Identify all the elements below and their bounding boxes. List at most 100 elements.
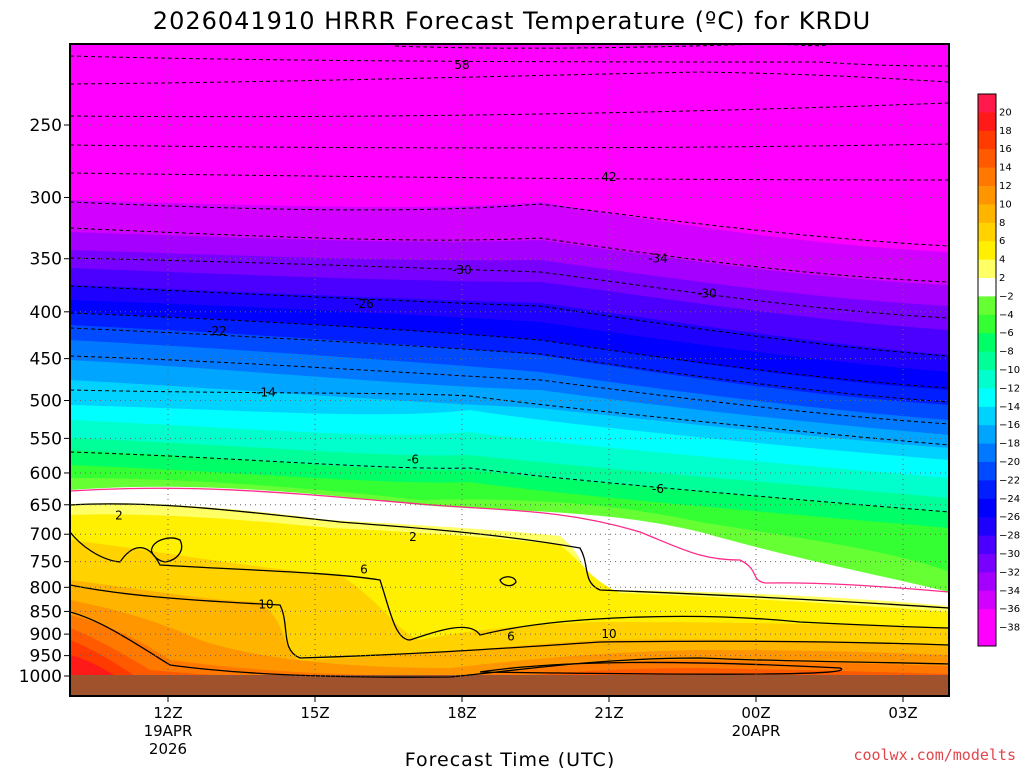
- x-tick-label-0: 12Z: [153, 704, 182, 722]
- colorbar: 20 18 16 14 12 10 8 6 4 2 −2 −4 −6 −8 −10 −12 −14 −16 −18 −…: [977, 93, 1020, 647]
- colorbar-label-2: 16: [999, 144, 1012, 155]
- colorbar-label-1: 18: [999, 126, 1012, 137]
- contour-label-10: 2: [115, 509, 123, 523]
- colorbar-label-15: −12: [999, 383, 1020, 394]
- freezing-contour: [70, 487, 949, 593]
- svg-text:2: 2: [115, 509, 123, 523]
- contour-label-8: -6: [407, 452, 419, 466]
- x-tick-label-3: 21Z: [594, 704, 623, 722]
- colorbar-label-4: 12: [999, 181, 1012, 192]
- svg-text:10: 10: [601, 627, 616, 641]
- y-tick-label-650: 650: [30, 496, 62, 516]
- colorbar-swatch-12: [978, 314, 996, 334]
- contour-label-5: -26: [354, 297, 374, 311]
- contour-label-6: -22: [207, 324, 227, 338]
- y-tick-label-250: 250: [30, 116, 62, 136]
- colorbar-swatch-14: [978, 351, 996, 371]
- x-tick-date-0: 19APR: [144, 722, 193, 740]
- y-tick-label-950: 950: [30, 647, 62, 667]
- colorbar-label-20: −22: [999, 475, 1020, 486]
- svg-text:42: 42: [601, 170, 616, 184]
- colorbar-label-17: −16: [999, 420, 1020, 431]
- colorbar-label-18: −18: [999, 439, 1020, 450]
- colorbar-label-28: −38: [999, 623, 1020, 634]
- colorbar-swatch-21: [978, 480, 996, 500]
- temperature-field: 58 42 -34 -30 -30 -26 -22 -14 -6 -6 2 2 6 10 6 10: [70, 44, 949, 696]
- colorbar-swatch-15: [978, 370, 996, 389]
- contour-label-7: -14: [256, 385, 276, 399]
- colorbar-label-0: 20: [999, 107, 1012, 118]
- colorbar-label-10: −2: [999, 291, 1014, 302]
- colorbar-swatch-17: [978, 406, 996, 426]
- colorbar-label-27: −36: [999, 604, 1020, 615]
- plot-frame: [69, 43, 950, 697]
- y-tick-label-450: 450: [30, 350, 62, 370]
- colorbar-label-5: 10: [999, 199, 1012, 210]
- colorbar-label-13: −8: [999, 347, 1014, 358]
- x-tick-label-5: 03Z: [888, 704, 917, 722]
- svg-text:6: 6: [507, 629, 515, 643]
- colorbar-swatch-0: [978, 94, 996, 113]
- colorbar-label-9: 2: [999, 273, 1005, 284]
- y-tick-label-850: 850: [30, 602, 62, 622]
- contour-label-1: 42: [601, 170, 616, 184]
- colorbar-label-11: −4: [999, 310, 1014, 321]
- dashed-contours: [70, 44, 949, 513]
- colorbar-label-3: 14: [999, 163, 1012, 174]
- svg-text:6: 6: [360, 563, 368, 577]
- colorbar-label-26: −34: [999, 586, 1020, 597]
- colorbar-label-22: −26: [999, 512, 1020, 523]
- colorbar-label-8: 4: [999, 255, 1005, 266]
- x-tick-label-1: 15Z: [300, 704, 329, 722]
- x-tick-label-2: 18Z: [447, 704, 476, 722]
- colorbar-label-21: −24: [999, 494, 1020, 505]
- svg-text:-22: -22: [207, 324, 227, 338]
- svg-text:-6: -6: [652, 482, 664, 496]
- colorbar-label-19: −20: [999, 457, 1020, 468]
- svg-text:2: 2: [409, 530, 417, 544]
- contour-label-9: -6: [652, 482, 664, 496]
- contour-label-12: 6: [360, 563, 368, 577]
- colorbar-swatch-7: [978, 222, 996, 242]
- colorbar-label-12: −6: [999, 328, 1014, 339]
- colorbar-swatch-19: [978, 443, 996, 463]
- colorbar-swatch-8: [978, 241, 996, 261]
- y-tick-label-700: 700: [30, 525, 62, 545]
- y-tick-label-300: 300: [30, 188, 62, 208]
- colorbar-swatch-25: [978, 554, 996, 573]
- colorbar-label-16: −14: [999, 402, 1020, 413]
- colorbar-swatch-3: [978, 149, 996, 169]
- svg-text:-30: -30: [697, 287, 717, 301]
- colorbar-swatch-20: [978, 462, 996, 481]
- y-tick-label-1000: 1000: [19, 667, 62, 687]
- contour-label-2: -34: [648, 252, 668, 266]
- x-tick-label-4: 00Z: [741, 704, 770, 722]
- svg-text:-26: -26: [354, 297, 374, 311]
- x-tick-year-0: 2026: [149, 740, 187, 758]
- colorbar-label-6: 8: [999, 218, 1005, 229]
- colorbar-label-7: 6: [999, 236, 1005, 247]
- colorbar-swatch-28: [978, 609, 996, 629]
- colorbar-frame: [977, 93, 997, 647]
- colorbar-swatch-26: [978, 572, 996, 592]
- colorbar-swatch-27: [978, 590, 996, 610]
- contour-label-14: 6: [507, 629, 515, 643]
- y-tick-label-600: 600: [30, 464, 62, 484]
- colorbar-swatch-29: [978, 627, 996, 647]
- colorbar-label-14: −10: [999, 365, 1020, 376]
- colorbar-swatch-1: [978, 112, 996, 132]
- contour-label-4: -30: [697, 287, 717, 301]
- contour-label-3: -30: [452, 263, 472, 277]
- x-axis-label: Forecast Time (UTC): [405, 749, 615, 768]
- colorbar-swatch-11: [978, 296, 996, 316]
- colorbar-swatch-9: [978, 259, 996, 279]
- colorbar-label-23: −28: [999, 531, 1020, 542]
- colorbar-swatch-2: [978, 130, 996, 150]
- svg-text:-6: -6: [407, 452, 419, 466]
- credit-text: coolwx.com/modelts: [853, 746, 1016, 764]
- ground: [70, 675, 949, 696]
- contour-label-11: 2: [409, 530, 417, 544]
- colorbar-label-25: −32: [999, 567, 1020, 578]
